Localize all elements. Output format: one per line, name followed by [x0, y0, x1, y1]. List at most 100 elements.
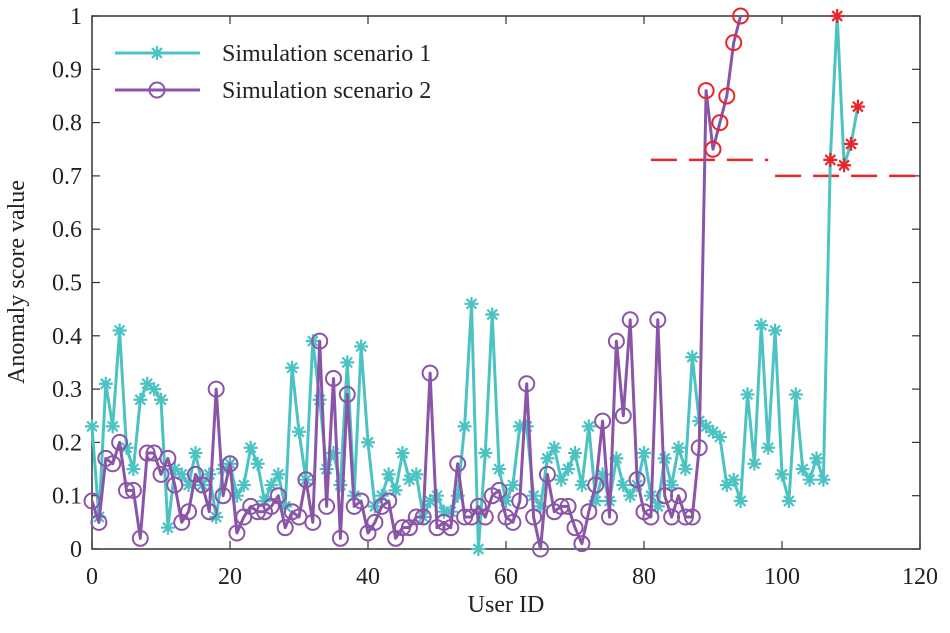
- marker: [304, 513, 322, 531]
- marker: [538, 465, 556, 483]
- legend-label: Simulation scenario 2: [222, 78, 431, 104]
- marker: [614, 407, 632, 425]
- x-tick-label: 100: [764, 564, 800, 590]
- marker: [768, 323, 783, 338]
- marker: [761, 440, 776, 455]
- marker: [456, 508, 474, 526]
- marker: [781, 494, 796, 509]
- marker: [711, 114, 729, 132]
- marker: [518, 375, 536, 393]
- marker: [559, 497, 577, 515]
- marker: [271, 467, 286, 482]
- marker: [374, 488, 389, 503]
- marker: [188, 446, 203, 461]
- x-tick-label: 60: [494, 564, 518, 590]
- y-tick-label: 0.2: [52, 430, 82, 456]
- marker: [354, 339, 369, 354]
- marker: [795, 462, 810, 477]
- marker: [131, 529, 149, 547]
- marker: [319, 462, 334, 477]
- marker: [568, 446, 582, 461]
- marker: [733, 494, 748, 509]
- marker: [740, 387, 755, 402]
- x-tick-label: 80: [632, 564, 656, 590]
- marker: [788, 387, 803, 402]
- y-tick-label: 0.8: [52, 111, 82, 137]
- marker: [690, 439, 708, 457]
- marker: [409, 467, 424, 482]
- marker: [732, 7, 750, 25]
- marker: [664, 478, 679, 493]
- marker: [601, 508, 618, 526]
- marker: [250, 456, 265, 471]
- marker: [421, 364, 439, 382]
- marker: [573, 535, 591, 553]
- marker: [581, 419, 596, 434]
- marker: [414, 508, 432, 526]
- marker: [402, 472, 417, 487]
- y-tick-label: 0.6: [52, 217, 82, 243]
- marker: [150, 46, 164, 60]
- marker: [747, 456, 762, 471]
- marker: [285, 360, 300, 375]
- marker: [166, 476, 184, 494]
- marker: [394, 519, 411, 537]
- marker: [685, 350, 700, 365]
- marker: [574, 478, 589, 493]
- marker: [443, 504, 458, 519]
- marker: [361, 435, 375, 450]
- marker: [442, 519, 460, 537]
- marker: [485, 307, 500, 322]
- y-tick-label: 0.3: [52, 377, 82, 403]
- marker: [159, 449, 177, 467]
- marker: [656, 487, 674, 505]
- marker: [331, 529, 349, 547]
- marker: [540, 451, 555, 466]
- marker: [193, 476, 211, 494]
- marker: [726, 472, 741, 487]
- marker: [152, 465, 170, 483]
- marker: [566, 519, 584, 537]
- marker: [823, 152, 838, 167]
- marker: [292, 424, 306, 439]
- marker: [552, 497, 570, 515]
- marker: [104, 455, 122, 473]
- y-tick-label: 0.9: [52, 57, 82, 83]
- marker: [90, 513, 108, 531]
- marker: [580, 503, 598, 521]
- marker: [511, 492, 529, 510]
- marker: [594, 412, 612, 430]
- marker: [202, 467, 217, 482]
- series-line: [90, 14, 860, 551]
- marker: [325, 369, 342, 387]
- marker: [221, 455, 239, 473]
- marker: [623, 488, 638, 503]
- x-axis-label: User ID: [468, 592, 545, 618]
- marker: [561, 462, 576, 477]
- marker: [830, 9, 845, 23]
- marker: [243, 440, 258, 455]
- marker: [775, 467, 789, 482]
- marker: [167, 462, 182, 477]
- marker: [119, 440, 134, 455]
- marker: [678, 462, 693, 477]
- marker: [670, 487, 687, 505]
- marker: [725, 34, 743, 52]
- marker: [209, 510, 224, 525]
- marker: [138, 444, 156, 462]
- marker: [366, 513, 384, 531]
- marker: [587, 476, 605, 494]
- y-tick-label: 0: [70, 537, 82, 563]
- marker: [490, 481, 508, 499]
- marker: [333, 478, 348, 493]
- marker: [492, 462, 507, 477]
- x-tick-label: 40: [356, 564, 380, 590]
- marker: [181, 478, 196, 493]
- marker: [525, 508, 543, 526]
- y-tick-label: 0.1: [52, 484, 82, 510]
- marker: [754, 318, 769, 333]
- marker: [395, 446, 410, 461]
- marker: [105, 419, 120, 434]
- x-tick-label: 20: [218, 564, 242, 590]
